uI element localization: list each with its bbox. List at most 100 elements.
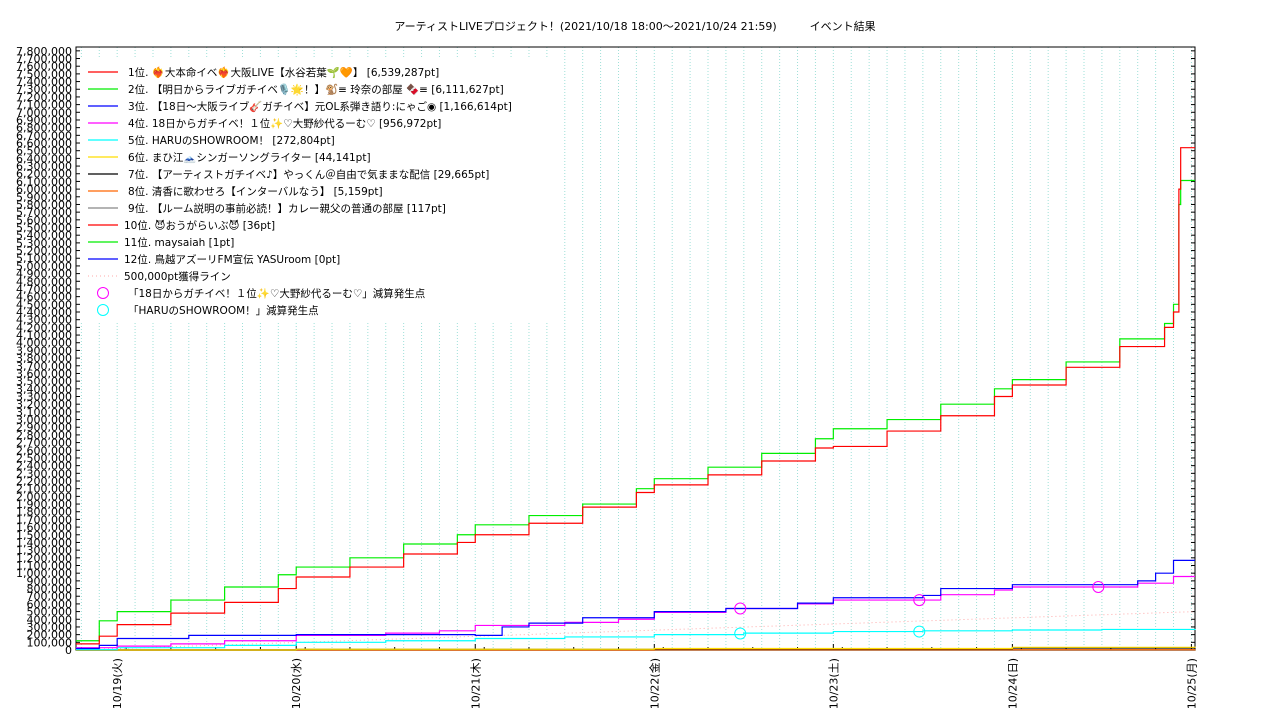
legend: 1位. ❤️‍🔥大本命イベ❤️‍🔥大阪LIVE【水谷若葉🌱🧡】 [6,539,2…	[80, 58, 560, 321]
y-tick-label: 7,700,000	[16, 53, 72, 66]
legend-entry: 3位. 【18日〜大阪ライブ🎸ガチイベ】元OL系弾き語り:にゃご◉ [1,166…	[128, 100, 512, 113]
marker-layer	[734, 581, 1105, 640]
x-tick-label: 10/22(金)	[647, 658, 661, 709]
y-tick-label: 300,000	[27, 621, 73, 634]
y-tick-label: 6,700,000	[16, 129, 72, 142]
legend-marker	[97, 287, 109, 299]
y-tick-label: 3,600,000	[16, 367, 72, 380]
y-tick-label: 3,500,000	[16, 375, 72, 388]
legend-entry: 11位. maysaiah [1pt]	[124, 236, 234, 249]
y-tick-label: 4,300,000	[16, 314, 72, 327]
y-tick-label: 2,100,000	[16, 483, 72, 496]
y-tick-label: 5,300,000	[16, 237, 72, 250]
y-tick-label: 7,100,000	[16, 99, 72, 112]
legend-entry: 5位. HARUのSHOWROOM！ [272,804pt]	[128, 134, 335, 147]
y-tick-label: 2,800,000	[16, 429, 72, 442]
x-tick-label: 10/25(月)	[1185, 658, 1198, 709]
y-tick-label: 6,800,000	[16, 122, 72, 135]
y-tick-label: 6,500,000	[16, 145, 72, 158]
y-axis: 0100,000200,000300,000400,000500,000600,…	[16, 45, 1195, 657]
series-line-6	[76, 646, 1196, 651]
y-tick-label: 2,600,000	[16, 444, 72, 457]
y-tick-label: 4,200,000	[16, 321, 72, 334]
decrease-marker-1	[734, 602, 747, 615]
y-tick-label: 2,500,000	[16, 452, 72, 465]
y-tick-label: 6,200,000	[16, 168, 72, 181]
y-tick-label: 7,300,000	[16, 83, 72, 96]
legend-entry: 「HARUのSHOWROOM！」減算発生点	[128, 304, 319, 317]
y-tick-label: 6,000,000	[16, 183, 72, 196]
legend-entry: 12位. 鳥越アズーリFM宣伝 YASUroom [0pt]	[124, 253, 340, 266]
legend-entry: 10位. 😈おうがらいぶ😈 [36pt]	[124, 219, 275, 232]
y-tick-label: 5,400,000	[16, 229, 72, 242]
series-line-3	[76, 559, 1195, 650]
y-tick-label: 7,000,000	[16, 106, 72, 119]
legend-entry: 8位. 清香に歌わせろ【インターバルなう】 [5,159pt]	[128, 185, 383, 198]
x-tick-label: 10/19(火)	[111, 658, 124, 709]
y-tick-label: 7,200,000	[16, 91, 72, 104]
y-tick-label: 6,600,000	[16, 137, 72, 150]
chart-title: アーティストLIVEプロジェクト！(2021/10/18 18:00〜2021/…	[394, 20, 876, 33]
y-tick-label: 4,700,000	[16, 283, 72, 296]
series-line-5	[76, 628, 1196, 651]
y-tick-label: 7,500,000	[16, 68, 72, 81]
y-tick-label: 1,500,000	[16, 529, 72, 542]
x-tick-label: 10/21(木)	[469, 658, 482, 709]
series-line-1	[76, 147, 1195, 645]
y-tick-label: 5,700,000	[16, 206, 72, 219]
y-tick-label: 5,200,000	[16, 245, 72, 258]
y-tick-label: 2,300,000	[16, 467, 72, 480]
y-tick-label: 3,800,000	[16, 352, 72, 365]
y-tick-label: 3,000,000	[16, 414, 72, 427]
legend-entry: 4位. 18日からガチイベ！１位✨♡大野紗代るーむ♡ [956,972pt]	[128, 117, 441, 130]
legend-entry: 9位. 【ルーム説明の事前必読！】カレー親父の普通の部屋 [117pt]	[128, 202, 446, 215]
decrease-marker-1	[913, 594, 926, 607]
y-tick-label: 3,900,000	[16, 344, 72, 357]
y-tick-label: 3,200,000	[16, 398, 72, 411]
y-tick-label: 6,300,000	[16, 160, 72, 173]
y-tick-label: 2,000,000	[16, 490, 72, 503]
series-layer	[75, 147, 1196, 651]
y-tick-label: 100,000	[27, 636, 73, 649]
y-tick-label: 3,100,000	[16, 406, 72, 419]
y-tick-label: 800,000	[27, 583, 73, 596]
legend-entry: 6位. まひ江🗻シンガーソングライター [44,141pt]	[128, 151, 371, 164]
legend-background	[80, 58, 560, 321]
y-tick-label: 400,000	[27, 613, 73, 626]
y-tick-label: 700,000	[27, 590, 73, 603]
x-axis: 10/19(火) 10/20(水) 10/21(木) 10/22(金) 10/23(土)…	[80, 644, 1198, 709]
y-tick-label: 5,900,000	[16, 191, 72, 204]
y-tick-label: 1,200,000	[16, 552, 72, 565]
y-tick-label: 7,600,000	[16, 60, 72, 73]
y-tick-label: 1,800,000	[16, 506, 72, 519]
y-tick-label: 2,200,000	[16, 475, 72, 488]
decrease-marker-1	[1092, 581, 1105, 594]
y-tick-label: 5,600,000	[16, 214, 72, 227]
y-tick-label: 600,000	[27, 598, 73, 611]
y-tick-label: 4,100,000	[16, 329, 72, 342]
y-tick-label: 3,700,000	[16, 360, 72, 373]
y-tick-label: 5,100,000	[16, 252, 72, 265]
y-tick-label: 6,100,000	[16, 175, 72, 188]
decrease-marker-2	[913, 625, 926, 638]
y-tick-label: 1,300,000	[16, 544, 72, 557]
y-tick-label: 6,400,000	[16, 152, 72, 165]
y-tick-label: 4,000,000	[16, 337, 72, 350]
y-tick-label: 1,600,000	[16, 521, 72, 534]
y-tick-label: 7,400,000	[16, 76, 72, 89]
y-tick-label: 1,400,000	[16, 536, 72, 549]
y-tick-label: 6,900,000	[16, 114, 72, 127]
y-tick-label: 5,800,000	[16, 198, 72, 211]
y-tick-label: 200,000	[27, 629, 73, 642]
y-tick-label: 3,400,000	[16, 383, 72, 396]
y-tick-label: 4,600,000	[16, 291, 72, 304]
y-tick-label: 4,900,000	[16, 268, 72, 281]
x-tick-label: 10/23(土)	[827, 658, 840, 709]
y-tick-label: 5,500,000	[16, 222, 72, 235]
y-tick-label: 2,400,000	[16, 460, 72, 473]
legend-entry: 7位. 【アーティストガチイベ♪】やっくん＠自由で気ままな配信 [29,665p…	[128, 168, 489, 181]
legend-marker	[97, 304, 109, 316]
y-tick-label: 3,300,000	[16, 391, 72, 404]
y-tick-label: 1,000,000	[16, 567, 72, 580]
